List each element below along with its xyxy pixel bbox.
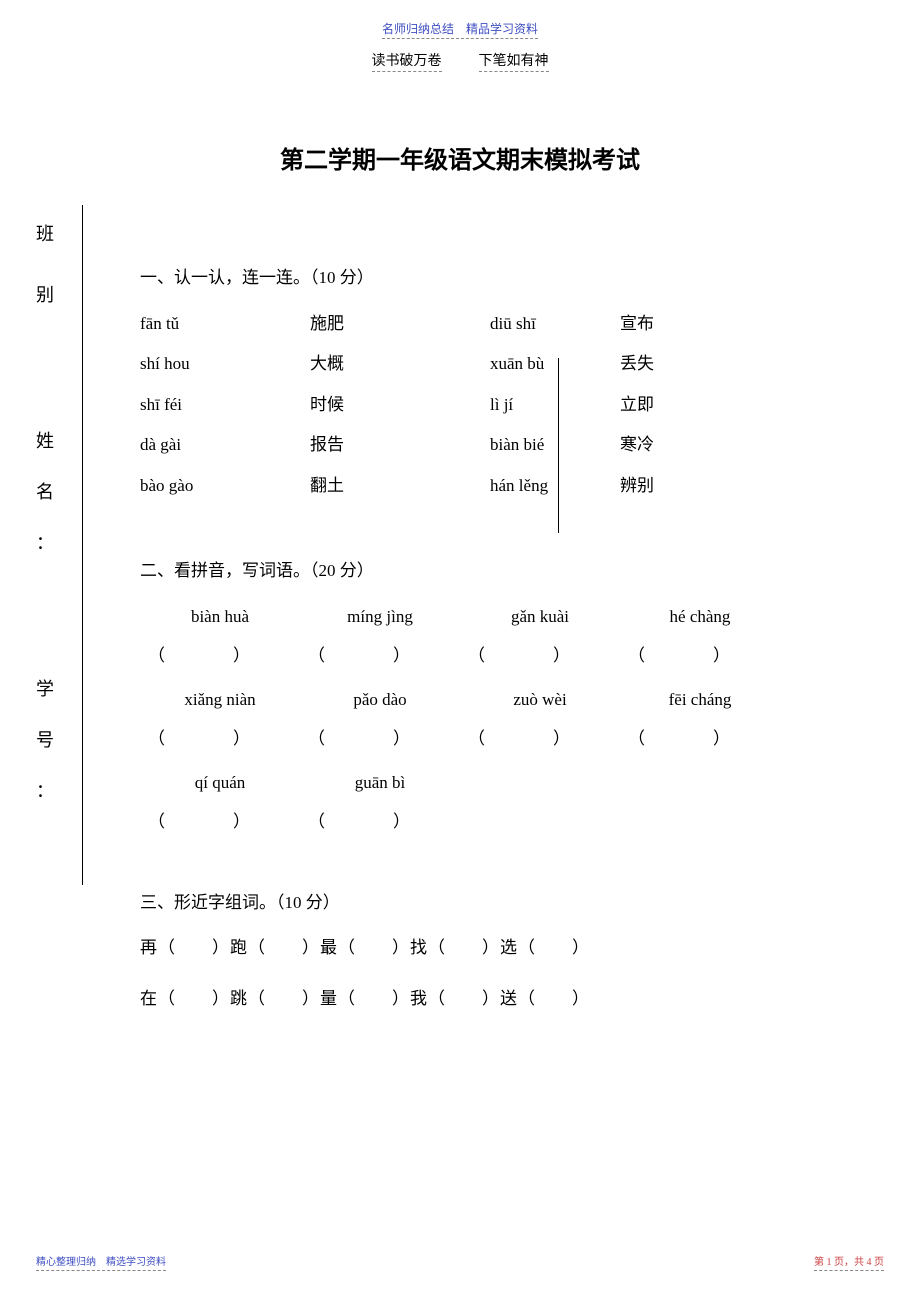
match-w1: 大概 (310, 351, 410, 377)
section2-title: 二、看拼音，写词语。（20 分） (140, 558, 780, 584)
header-sub-left: 读书破万卷 (372, 54, 442, 72)
paren-cell: （ ） (620, 643, 780, 669)
footer-right: 第 1 页，共 4 页 (814, 1253, 884, 1268)
paren-cell: （ ） (300, 643, 460, 669)
match-p1: dà gài (140, 432, 310, 458)
sidebar-name-0: 姓 (36, 427, 66, 453)
match-p2: diū shī (460, 311, 620, 337)
pinyin-row: qí quán guān bì (140, 770, 780, 796)
match-row: fān tǔ 施肥 diū shī 宣布 (140, 311, 780, 337)
header-top-label: 名师归纳总结 精品学习资料 (382, 22, 538, 39)
pinyin-cell: zuò wèi (460, 687, 620, 713)
header-top-text: 名师归纳总结 精品学习资料 (0, 20, 920, 37)
sidebar-num-2: ： (36, 777, 66, 803)
section1-title: 一、认一认，连一连。（10 分） (140, 265, 780, 291)
sidebar-name-2: ： (36, 529, 66, 555)
pinyin-cell: fēi cháng (620, 687, 780, 713)
pinyin-cell: xiǎng niàn (140, 687, 300, 713)
match-p1: shí hou (140, 351, 310, 377)
match-row: shí hou 大概 xuān bù 丢失 (140, 351, 780, 377)
match-w2: 辨别 (620, 473, 700, 499)
paren-cell: （ ） (300, 809, 460, 835)
paren-row: （ ） （ ） (140, 809, 780, 835)
paren-cell: （ ） (300, 726, 460, 752)
pinyin-cell: pǎo dào (300, 687, 460, 713)
page-title: 第二学期一年级语文期末模拟考试 (0, 140, 920, 175)
match-p2: lì jí (460, 392, 620, 418)
match-w1: 翻土 (310, 473, 410, 499)
paren-cell: （ ） (140, 809, 300, 835)
match-p2: biàn bié (460, 432, 620, 458)
pinyin-cell: qí quán (140, 770, 300, 796)
paren-row: （ ） （ ） （ ） （ ） (140, 726, 780, 752)
match-row: shī féi 时候 lì jí 立即 (140, 392, 780, 418)
footer-left-text: 精心整理归纳 精选学习资料 (36, 1257, 166, 1271)
pinyin-cell: hé chàng (620, 604, 780, 630)
pinyin-cell: guān bì (300, 770, 460, 796)
match-p1: bào gào (140, 473, 310, 499)
match-w1: 施肥 (310, 311, 410, 337)
pinyin-row: biàn huà míng jìng gǎn kuài hé chàng (140, 604, 780, 630)
pinyin-cell: gǎn kuài (460, 604, 620, 630)
paren-row: （ ） （ ） （ ） （ ） (140, 643, 780, 669)
paren-cell: （ ） (140, 643, 300, 669)
match-p2: xuān bù (460, 351, 620, 377)
match-w2: 丢失 (620, 351, 700, 377)
sidebar-num-1: 号 (36, 726, 66, 752)
paren-cell: （ ） (140, 726, 300, 752)
sidebar-num-0: 学 (36, 675, 66, 701)
xing-row-2: 在（ ）跳（ ）量（ ）我（ ）送（ ） (140, 986, 780, 1012)
match-w2: 宣布 (620, 311, 700, 337)
match-row: dà gài 报告 biàn bié 寒冷 (140, 432, 780, 458)
match-w1: 报告 (310, 432, 410, 458)
match-p2: hán lěng (460, 473, 620, 499)
match-p1: fān tǔ (140, 311, 310, 337)
pinyin-row: xiǎng niàn pǎo dào zuò wèi fēi cháng (140, 687, 780, 713)
match-row: bào gào 翻土 hán lěng 辨别 (140, 473, 780, 499)
header-sub-right: 下笔如有神 (479, 54, 549, 72)
match-divider (558, 358, 559, 533)
vertical-margin-line (82, 205, 83, 885)
header-sub-text: 读书破万卷 下笔如有神 (0, 50, 920, 70)
sidebar-class-1: 别 (36, 281, 66, 307)
sidebar-class-0: 班 (36, 220, 66, 246)
xing-row-1: 再（ ）跑（ ）最（ ）找（ ）选（ ） (140, 935, 780, 961)
match-w2: 寒冷 (620, 432, 700, 458)
sidebar-name-1: 名 (36, 478, 66, 504)
match-w2: 立即 (620, 392, 700, 418)
match-w1: 时候 (310, 392, 410, 418)
sidebar: 班 别 姓 名 ： 学 号 ： (36, 200, 66, 923)
section3-title: 三、形近字组词。（10 分） (140, 890, 780, 916)
content-area: 一、认一认，连一连。（10 分） fān tǔ 施肥 diū shī 宣布 sh… (140, 265, 780, 1011)
pinyin-cell: biàn huà (140, 604, 300, 630)
footer-left: 精心整理归纳 精选学习资料 (36, 1253, 166, 1268)
paren-cell: （ ） (460, 726, 620, 752)
footer-right-text: 第 1 页，共 4 页 (814, 1257, 884, 1271)
pinyin-cell: míng jìng (300, 604, 460, 630)
paren-cell: （ ） (620, 726, 780, 752)
match-p1: shī féi (140, 392, 310, 418)
paren-cell: （ ） (460, 643, 620, 669)
